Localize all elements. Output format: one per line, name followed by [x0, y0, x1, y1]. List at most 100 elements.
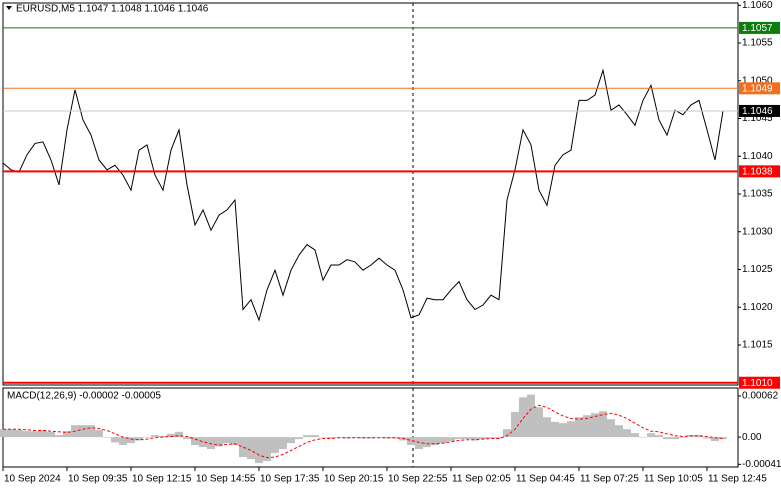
macd-bar — [679, 437, 687, 438]
macd-bar — [311, 435, 319, 438]
x-tick-label: 11 Sep 10:05 — [644, 474, 703, 485]
macd-bar — [63, 431, 71, 438]
macd-bar — [415, 437, 423, 450]
macd-bar — [511, 411, 519, 438]
y-tick-label: 1.1030 — [742, 226, 773, 237]
macd-bar — [295, 437, 303, 440]
macd-bar — [631, 433, 639, 438]
macd-bar — [559, 423, 567, 438]
x-tick-label: 10 Sep 09:35 — [68, 474, 128, 485]
macd-bar — [271, 437, 279, 454]
level-label: 1.1010 — [742, 378, 773, 389]
macd-bar — [431, 437, 439, 446]
signal-line — [3, 404, 724, 459]
macd-bar — [343, 437, 351, 439]
macd-bar — [47, 431, 55, 438]
y-tick-label: 1.1035 — [742, 189, 773, 200]
x-tick-label: 10 Sep 12:15 — [132, 474, 192, 485]
price-panel-frame — [2, 2, 739, 386]
macd-bar — [591, 413, 599, 438]
macd-bar — [551, 421, 559, 438]
macd-bar — [599, 411, 607, 438]
macd-bar — [231, 437, 239, 446]
macd-bar — [119, 437, 127, 446]
y-tick-label: 1.1055 — [742, 38, 773, 49]
level-label-box — [739, 21, 780, 34]
level-label: 1.1057 — [742, 23, 773, 34]
level-label-box — [739, 104, 780, 117]
macd-bar — [15, 429, 23, 438]
macd-bar — [455, 437, 463, 440]
macd-bar — [135, 437, 143, 441]
macd-bar — [471, 437, 479, 441]
macd-bar — [639, 437, 647, 438]
macd-bar — [575, 417, 583, 438]
macd-bar — [215, 437, 223, 447]
level-label: 1.1038 — [742, 166, 773, 177]
macd-bar — [535, 407, 543, 438]
y-tick-label: 0.00062 — [742, 391, 779, 402]
y-tick-label: 1.1020 — [742, 302, 773, 313]
level-label-box — [739, 165, 780, 178]
macd-bar — [287, 437, 295, 444]
x-tick-label: 10 Sep 22:55 — [388, 474, 448, 485]
macd-bar — [39, 429, 47, 438]
macd-bar — [487, 437, 495, 439]
macd-bar — [383, 437, 391, 439]
y-tick-label: 1.1045 — [742, 113, 773, 124]
macd-bar — [87, 425, 95, 438]
x-tick-label: 10 Sep 20:15 — [324, 474, 384, 485]
macd-bar — [175, 431, 183, 438]
macd-bar — [207, 437, 215, 450]
y-tick-label: 1.1040 — [742, 151, 773, 162]
macd-bar — [695, 435, 703, 438]
macd-bar — [503, 429, 511, 438]
level-label-box — [739, 82, 780, 95]
x-tick-label: 11 Sep 12:45 — [708, 474, 767, 485]
macd-bar — [615, 425, 623, 438]
macd-bar — [239, 437, 247, 458]
macd-panel-frame — [2, 387, 739, 468]
macd-bar — [447, 437, 455, 442]
y-tick-label: 1.1025 — [742, 264, 773, 275]
price-line — [2, 68, 724, 322]
menu-arrow[interactable] — [6, 6, 12, 10]
macd-bar — [703, 437, 711, 439]
y-tick-label: 1.1050 — [742, 75, 773, 86]
macd-bar — [671, 437, 679, 440]
macd-bar — [23, 431, 31, 438]
macd-bar — [719, 437, 727, 440]
level-label: 1.1049 — [742, 83, 773, 94]
macd-bar — [247, 437, 255, 460]
macd-bar — [183, 437, 191, 440]
macd-bar — [583, 415, 591, 438]
y-tick-label: 1.1060 — [742, 0, 773, 11]
macd-bar — [223, 437, 231, 444]
macd-bar — [159, 435, 167, 438]
macd-bar — [167, 433, 175, 438]
macd-bar — [655, 435, 663, 438]
macd-bar — [111, 437, 119, 443]
macd-bar — [479, 437, 487, 440]
y-tick-label: 1.1015 — [742, 340, 773, 351]
macd-bar — [55, 435, 63, 438]
macd-bar — [423, 437, 431, 448]
x-tick-label: 11 Sep 04:45 — [516, 474, 575, 485]
macd-bar — [103, 437, 111, 438]
macd-bar — [495, 437, 503, 439]
level-label: 1.1046 — [742, 106, 773, 117]
x-tick-label: 10 Sep 17:35 — [260, 474, 320, 485]
macd-bar — [607, 419, 615, 438]
macd-bar — [255, 437, 263, 464]
macd-bar — [31, 431, 39, 438]
macd-bar — [143, 437, 151, 438]
y-tick-label: 0.00 — [742, 432, 762, 443]
macd-bar — [439, 437, 447, 444]
macd-bar — [279, 437, 287, 450]
macd-bar — [191, 437, 199, 446]
macd-bar — [127, 437, 135, 444]
macd-bar — [407, 437, 415, 446]
macd-bar — [199, 437, 207, 448]
macd-bar — [327, 437, 335, 439]
